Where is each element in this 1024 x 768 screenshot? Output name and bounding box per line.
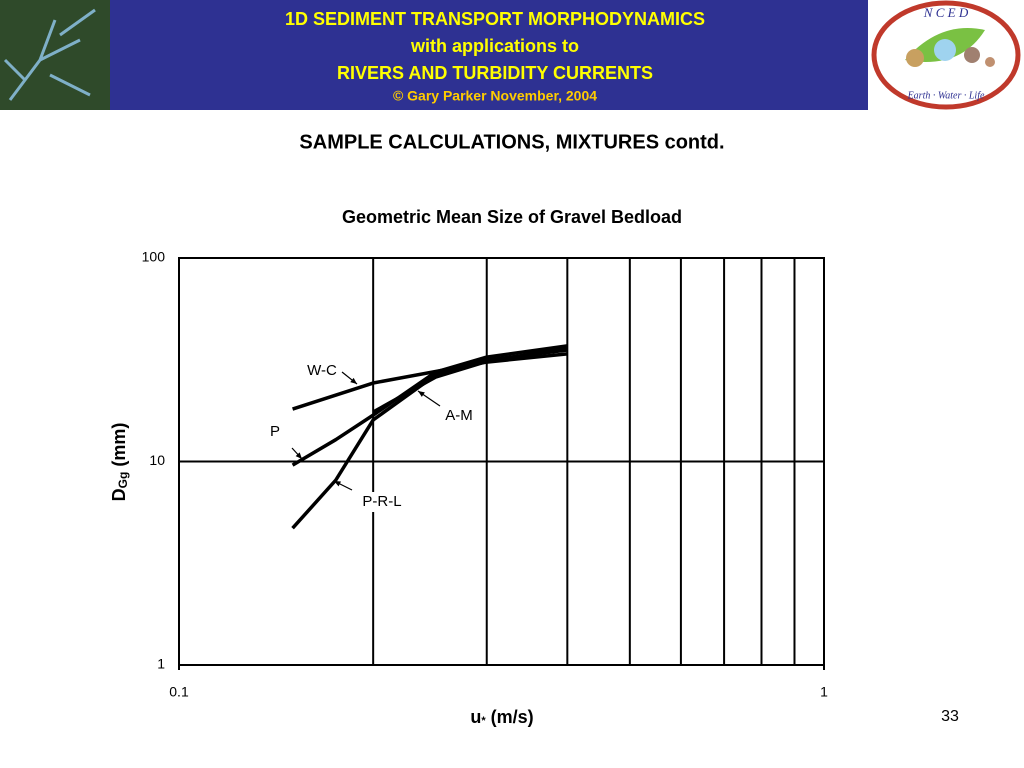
logo-pebble [934, 39, 956, 61]
logo-letters: N C E D [923, 5, 969, 20]
y-tick-label: 10 [149, 452, 165, 468]
page-number: 33 [941, 708, 959, 725]
y-axis-label-part: (mm) [109, 423, 129, 467]
label-backdrop [300, 361, 344, 381]
arrow-head [334, 481, 341, 487]
x-axis-label-part: u [470, 707, 481, 727]
arrow-head [295, 452, 302, 459]
logo-pebble [906, 49, 924, 67]
label-backdrop [360, 492, 404, 512]
header-line: with applications to [410, 36, 579, 56]
logo-pebble [964, 47, 980, 63]
x-axis-label-part: * [481, 715, 486, 727]
logo-motto: Earth · Water · Life [907, 90, 985, 101]
arrow-head [418, 391, 425, 397]
label-backdrop [253, 422, 297, 442]
label-backdrop [437, 406, 481, 426]
slide-title: SAMPLE CALCULATIONS, MIXTURES contd. [299, 131, 724, 153]
series-label: P-R-L [362, 493, 401, 510]
chart-title: Geometric Mean Size of Gravel Bedload [342, 207, 682, 227]
header-image [0, 0, 110, 110]
data-line [291, 348, 568, 530]
x-axis-label-part: (m/s) [491, 707, 534, 727]
header-line: RIVERS AND TURBIDITY CURRENTS [337, 63, 653, 83]
x-tick-label: 0.1 [169, 684, 189, 700]
data-line [292, 352, 568, 411]
series-label: A-M [445, 407, 473, 424]
series-label: W-C [307, 362, 337, 379]
logo-pebble [985, 57, 995, 67]
x-axis-label: u* (m/s) [470, 707, 533, 727]
header-band [110, 0, 868, 110]
y-axis-label-part: Gg [116, 472, 130, 489]
y-axis-label-part: D [109, 488, 129, 501]
delta-branches [3, 8, 96, 101]
series-label: P [270, 423, 280, 440]
y-tick-label: 1 [157, 656, 165, 672]
header-credit: © Gary Parker November, 2004 [393, 88, 597, 104]
y-axis-label: DGg (mm) [109, 423, 130, 502]
x-tick-label: 1 [820, 684, 828, 700]
arrow-head [350, 377, 357, 384]
y-tick-label: 100 [142, 249, 166, 265]
header-line: 1D SEDIMENT TRANSPORT MORPHODYNAMICS [285, 9, 705, 29]
